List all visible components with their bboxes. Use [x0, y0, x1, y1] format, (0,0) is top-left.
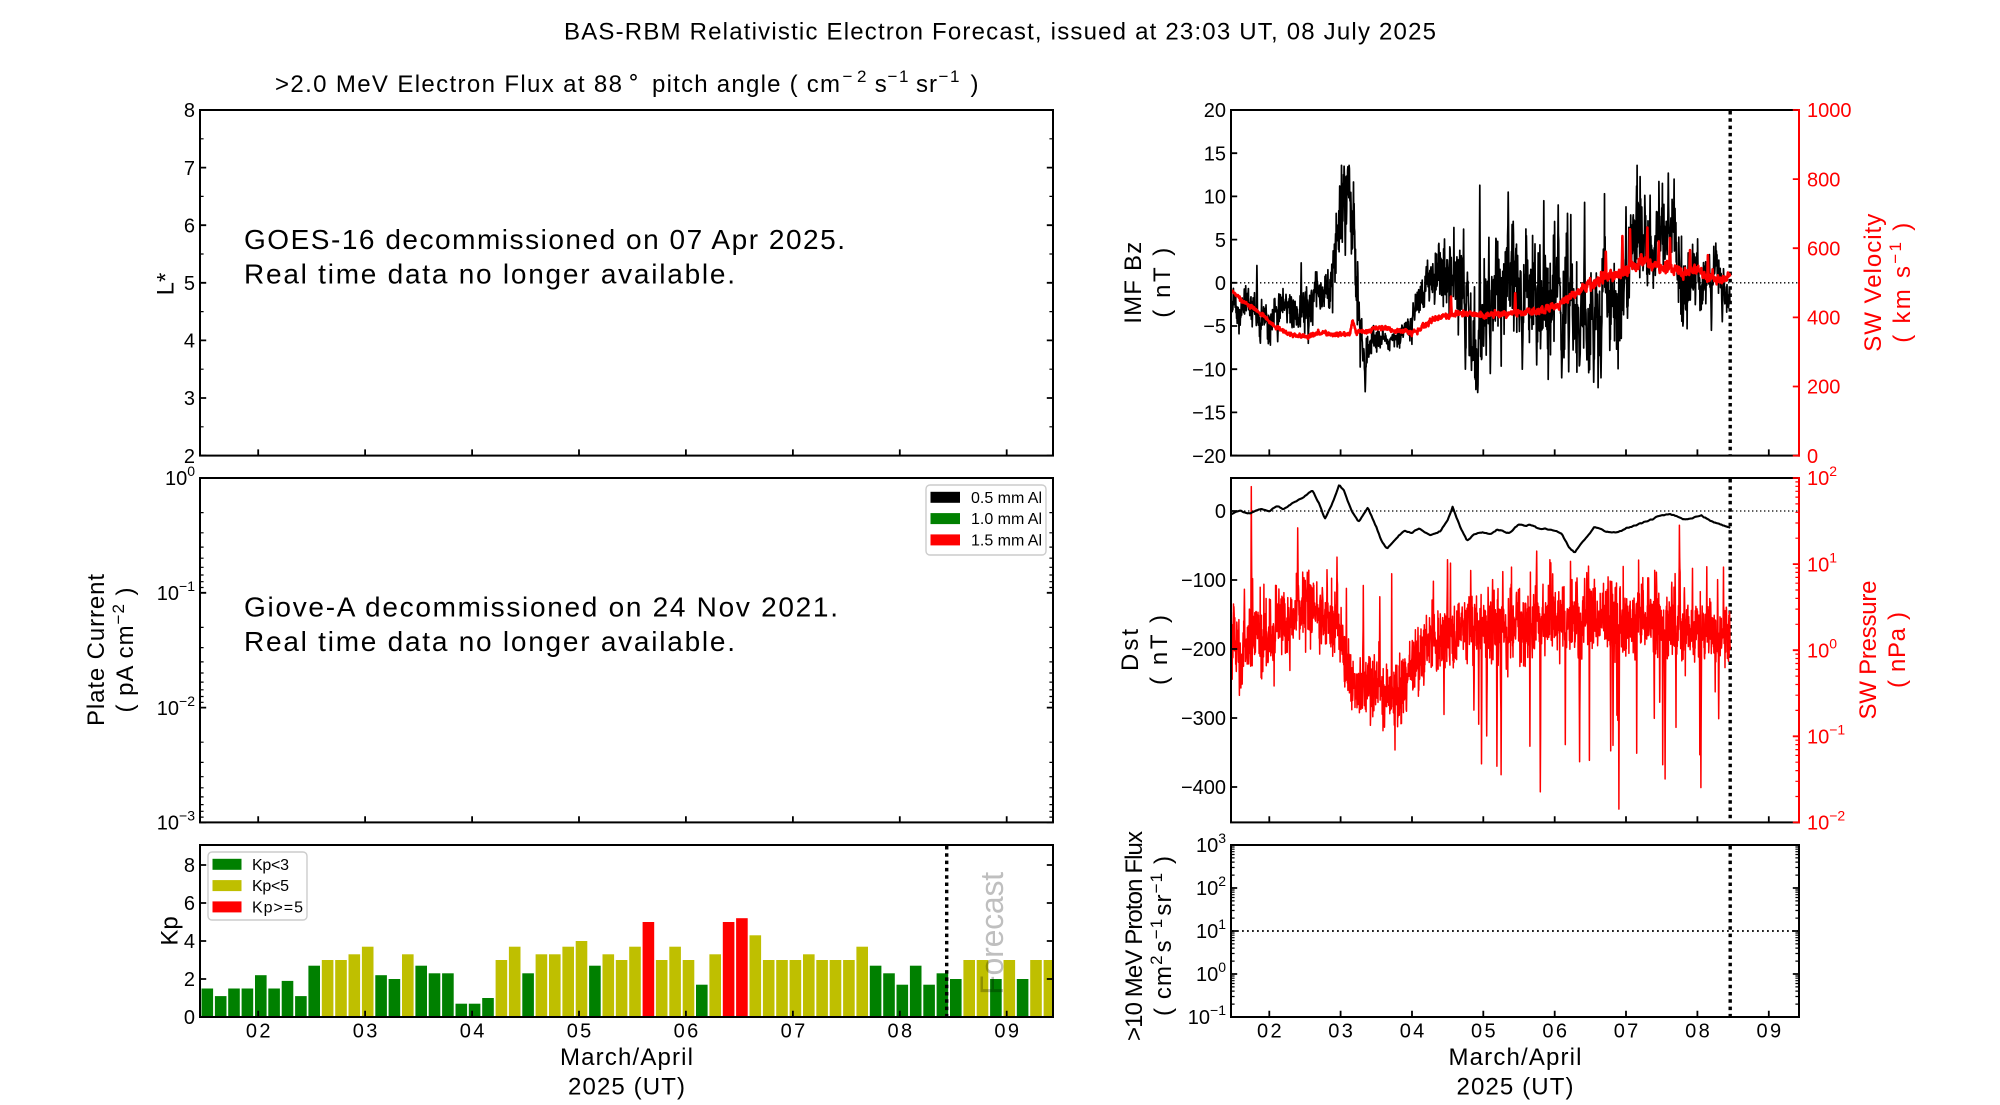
svg-text:March/April: March/April: [560, 1044, 693, 1071]
svg-text:15: 15: [1204, 143, 1226, 165]
svg-text:Kp: Kp: [157, 916, 184, 945]
svg-text:Real time data no longer avail: Real time data no longer available.: [244, 259, 735, 290]
svg-text:1000: 1000: [1807, 100, 1852, 122]
svg-text:Kp<5: Kp<5: [252, 878, 289, 895]
svg-text:Plate Current: Plate Current: [83, 574, 110, 726]
svg-text:200: 200: [1807, 377, 1840, 399]
svg-text:2025 (UT): 2025 (UT): [568, 1074, 685, 1101]
svg-text:800: 800: [1807, 169, 1840, 191]
svg-text:2025 (UT): 2025 (UT): [1457, 1074, 1574, 1101]
svg-text:400: 400: [1807, 308, 1840, 330]
svg-text:L*: L*: [153, 273, 180, 296]
svg-text:−100: −100: [1181, 570, 1226, 592]
svg-text:4: 4: [184, 931, 195, 953]
svg-text:Dst: Dst: [1117, 629, 1144, 671]
svg-text:GOES-16 decommissioned on 07 A: GOES-16 decommissioned on 07 Apr 2025.: [244, 224, 845, 255]
svg-text:0: 0: [1215, 501, 1226, 523]
svg-text:4: 4: [184, 331, 195, 353]
svg-text:8: 8: [184, 855, 195, 877]
svg-text:−5: −5: [1203, 316, 1226, 338]
svg-text:March/April: March/April: [1449, 1044, 1582, 1071]
svg-text:3: 3: [184, 388, 195, 410]
svg-text:10−1: 10−1: [1188, 1002, 1226, 1029]
svg-text:Real time data no longer avail: Real time data no longer available.: [244, 626, 735, 657]
svg-text:SW Velocity: SW Velocity: [1860, 214, 1887, 352]
svg-text:−10: −10: [1192, 359, 1226, 381]
svg-text:s: s: [875, 71, 887, 98]
svg-text:( nT ): ( nT ): [1146, 615, 1173, 685]
svg-text:( nPa ): ( nPa ): [1884, 612, 1911, 688]
svg-text:8: 8: [184, 100, 195, 122]
svg-text:pitch angle ( cm: pitch angle ( cm: [652, 71, 840, 98]
svg-text:Kp<3: Kp<3: [252, 857, 289, 874]
svg-text:7: 7: [184, 158, 195, 180]
svg-text:0: 0: [1215, 273, 1226, 295]
svg-text:>10 MeV Proton Flux: >10 MeV Proton Flux: [1121, 831, 1148, 1041]
svg-text:5: 5: [1215, 230, 1226, 252]
svg-text:Giove-A decommissioned on 24 N: Giove-A decommissioned on 24 Nov 2021.: [244, 592, 838, 623]
svg-text:( nT ): ( nT ): [1149, 248, 1176, 318]
svg-text:−400: −400: [1181, 777, 1226, 799]
svg-text:−300: −300: [1181, 708, 1226, 730]
svg-text:2: 2: [184, 969, 195, 991]
svg-text:−15: −15: [1192, 403, 1226, 425]
svg-text:BAS-RBM Relativistic Electron: BAS-RBM Relativistic Electron Forecast, …: [564, 19, 1436, 46]
svg-text:10−1: 10−1: [157, 578, 195, 605]
svg-text:0: 0: [184, 1007, 195, 1029]
svg-text:IMF Bz: IMF Bz: [1120, 242, 1147, 324]
svg-text:10: 10: [1204, 187, 1226, 209]
svg-text:10−2: 10−2: [157, 693, 195, 720]
svg-text:20: 20: [1204, 100, 1226, 122]
svg-text:−200: −200: [1181, 639, 1226, 661]
svg-text:0.5 mm Al: 0.5 mm Al: [971, 490, 1042, 507]
svg-text:2: 2: [184, 446, 195, 468]
svg-text:1.0 mm Al: 1.0 mm Al: [971, 511, 1042, 528]
svg-text:>2.0 MeV Electron Flux at 88: >2.0 MeV Electron Flux at 88: [275, 71, 622, 98]
svg-text:SW Pressure: SW Pressure: [1855, 581, 1882, 720]
svg-text:1.5 mm Al: 1.5 mm Al: [971, 532, 1042, 549]
svg-text:600: 600: [1807, 238, 1840, 260]
svg-text:5: 5: [184, 273, 195, 295]
svg-text:): ): [971, 71, 979, 98]
svg-text:sr: sr: [916, 71, 937, 98]
svg-text:Forecast: Forecast: [974, 872, 1010, 995]
svg-text:6: 6: [184, 215, 195, 237]
svg-text:−20: −20: [1192, 446, 1226, 468]
svg-text:6: 6: [184, 893, 195, 915]
svg-text:0: 0: [1807, 446, 1818, 468]
svg-text:Kp>=5: Kp>=5: [252, 899, 303, 916]
